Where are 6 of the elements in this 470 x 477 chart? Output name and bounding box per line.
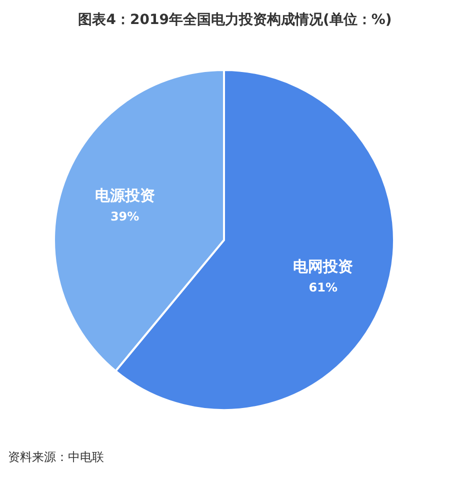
data-label: 39% (110, 209, 140, 224)
slice-label: 电源投资 (94, 186, 155, 204)
chart-title: 图表4：2019年全国电力投资构成情况(单位：%) (78, 12, 392, 28)
data-label: 61% (308, 280, 338, 295)
slice-label: 电网投资 (293, 258, 354, 276)
text: 资料来源：中电联 (8, 450, 104, 464)
